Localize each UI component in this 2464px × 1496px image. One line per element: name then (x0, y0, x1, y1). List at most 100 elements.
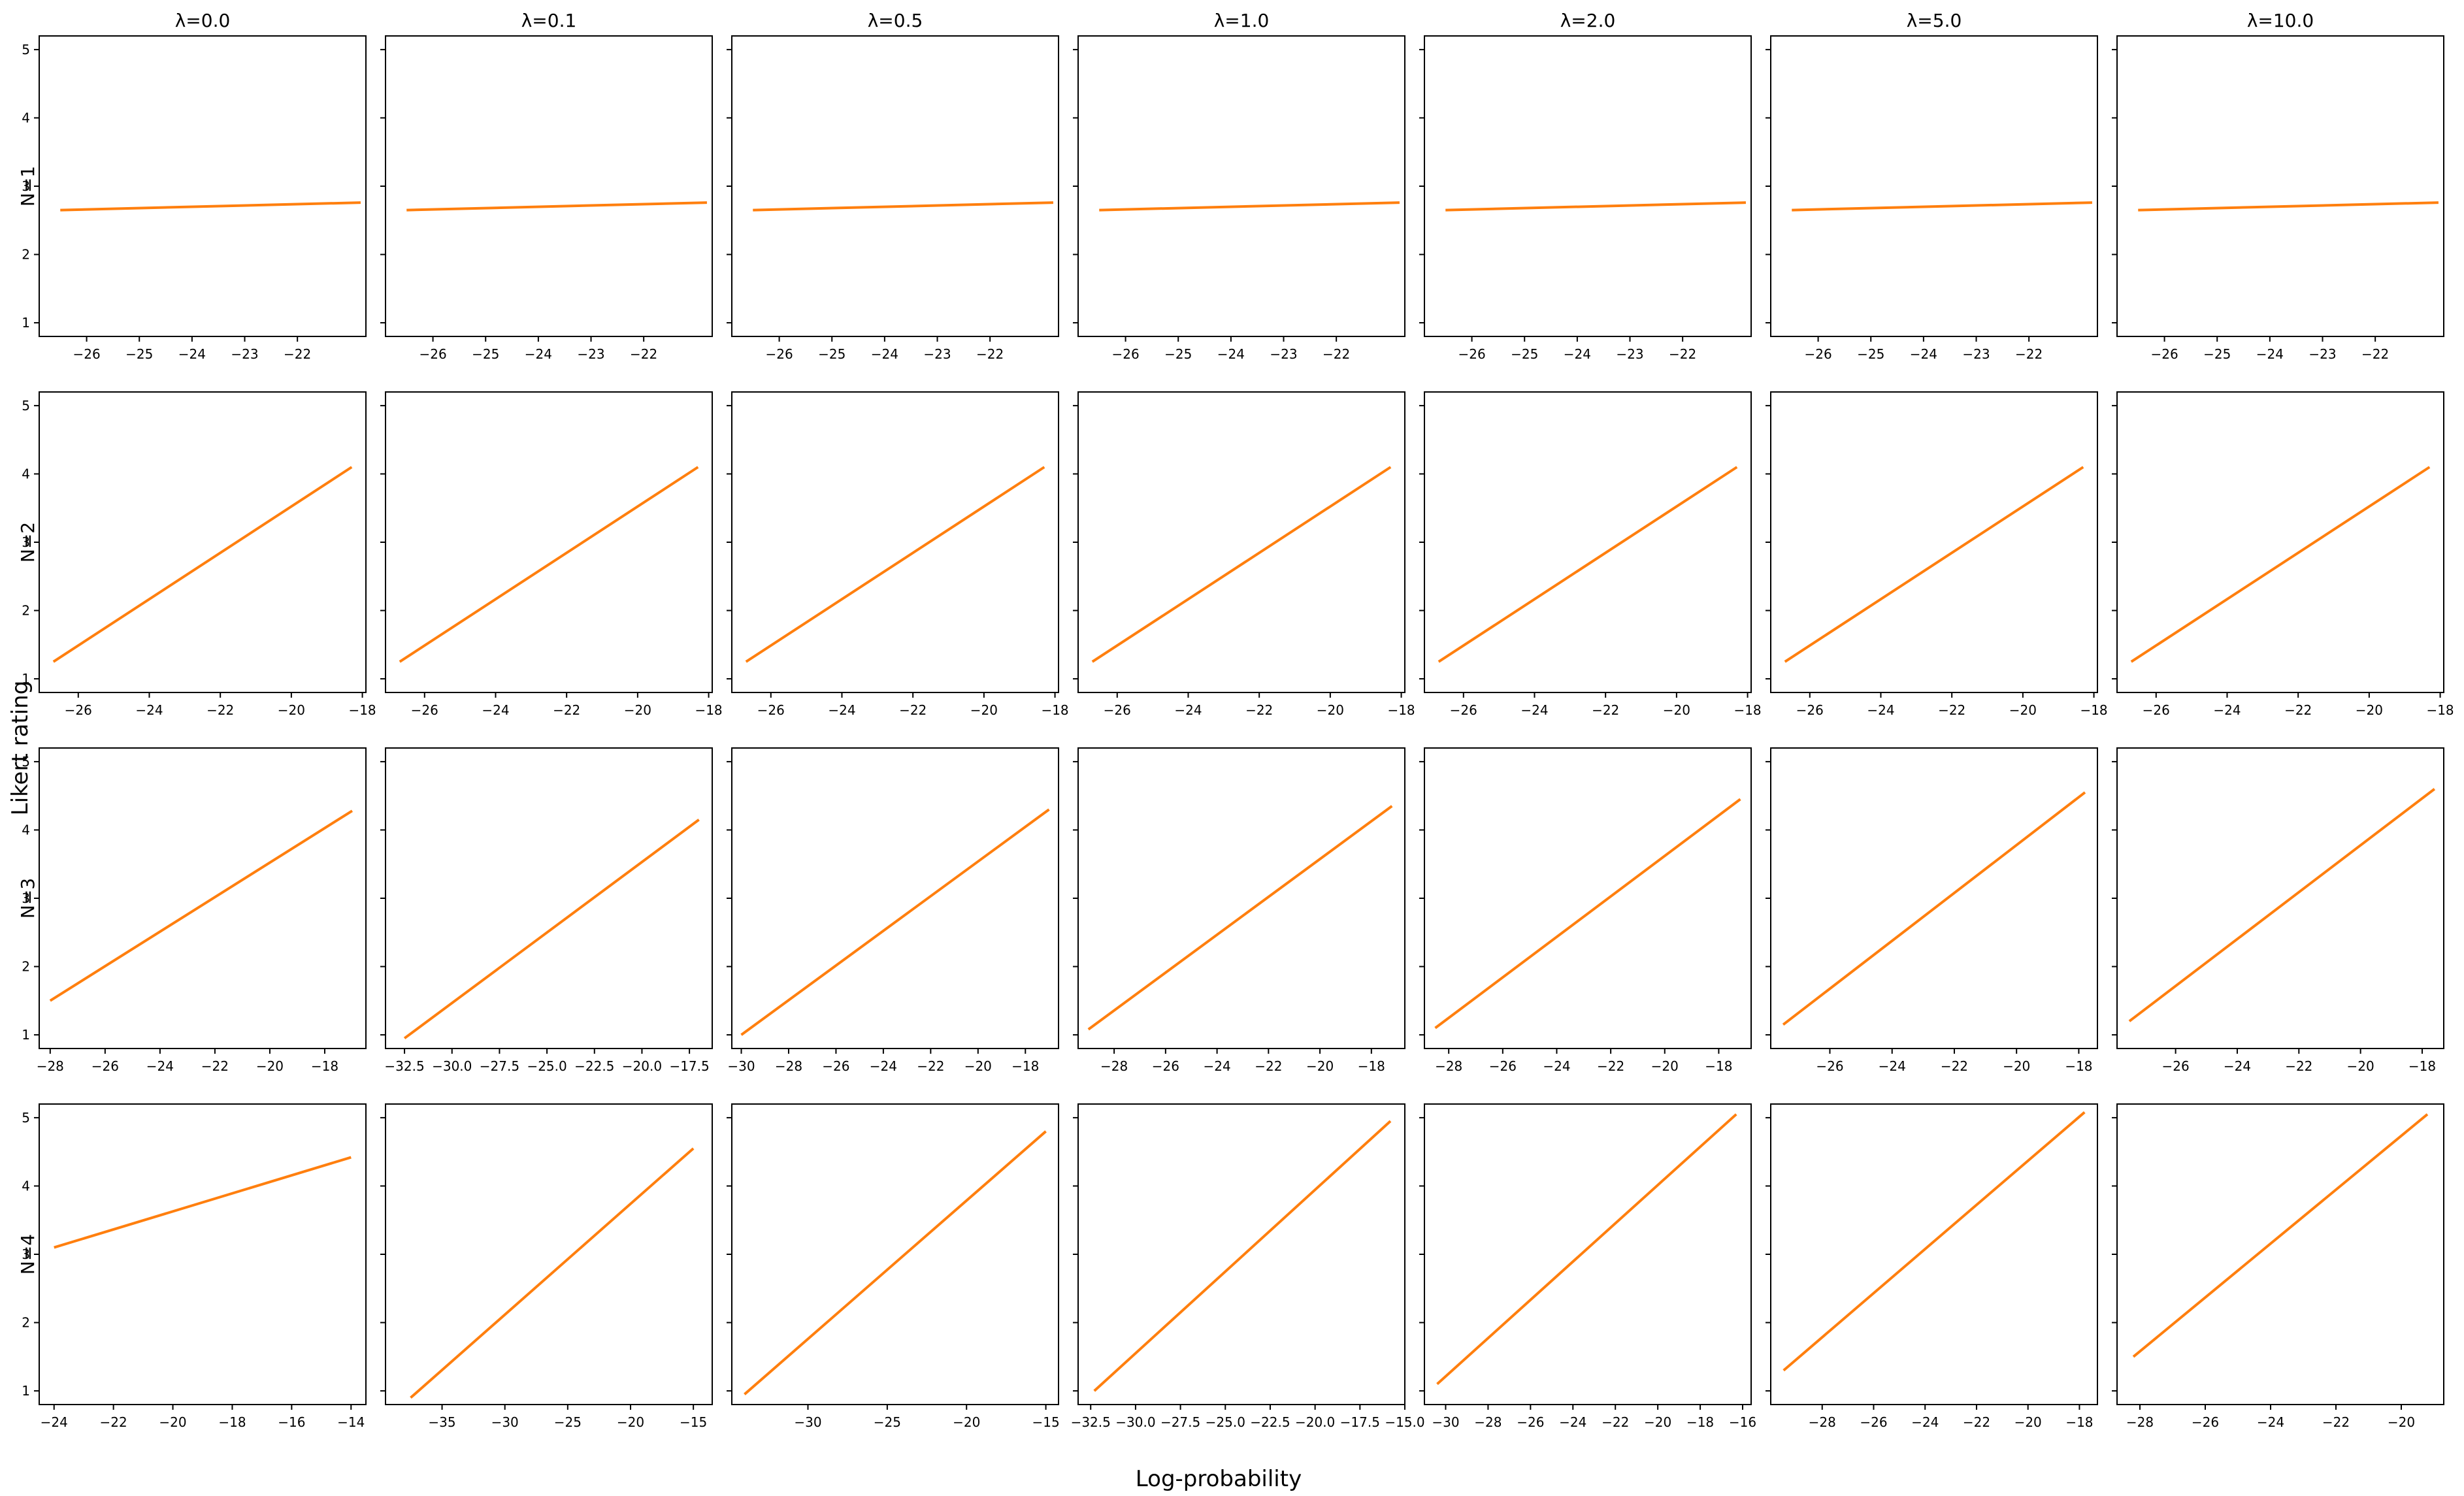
row-label: N=3 (17, 878, 39, 919)
x-tick-label: −24 (1543, 1058, 1570, 1074)
x-tick-label: −26 (765, 346, 793, 362)
x-tick-label: −22 (1938, 702, 1965, 718)
fit-line (1093, 1120, 1392, 1392)
x-tick-label: −22 (553, 702, 580, 718)
y-tick-label: 5 (22, 42, 30, 57)
x-tick-label: −20 (1317, 702, 1344, 718)
x-tick-label: −22 (976, 346, 1004, 362)
x-tick-label: −27.5 (480, 1058, 519, 1074)
x-tick-label: −20.0 (622, 1058, 662, 1074)
x-tick-label: −22 (630, 346, 657, 362)
x-tick-label: −18 (311, 1058, 338, 1074)
fit-line (753, 201, 1053, 212)
x-tick-label: −20 (964, 1058, 992, 1074)
fit-line (1437, 466, 1738, 663)
x-tick-label: −22 (206, 702, 234, 718)
panel-r1-c1: −26 −24 −22 −20 −18 (380, 391, 723, 718)
x-tick-label: −18 (1733, 702, 1761, 718)
x-tick-label: −22 (1963, 1414, 1990, 1430)
x-tick-label: −26 (2192, 1414, 2219, 1430)
x-tick-label: −28 (2126, 1414, 2154, 1430)
y-tick-label: 1 (22, 671, 30, 687)
panels-layer: 1 2 3 4 5 −26 −25 −24 −23 −22 λ=0.0 N=1 −26 −25 −24 −23… (17, 10, 2454, 1430)
x-tick-label: −24 (482, 702, 509, 718)
x-tick-label: −22 (1602, 1414, 1629, 1430)
panel-r3-c1: −35 −30 −25 −20 −15 (380, 1103, 713, 1430)
x-tick-label: −20.0 (1295, 1414, 1335, 1430)
fit-line (744, 1130, 1047, 1395)
x-tick-label: −26 (1804, 346, 1832, 362)
panel-r1-c4: −26 −24 −22 −20 −18 (1419, 391, 1762, 718)
x-tick-label: −22 (1255, 1058, 1282, 1074)
x-tick-label: −20 (256, 1058, 284, 1074)
row-label: N=2 (17, 522, 39, 562)
x-tick-label: −23 (1616, 346, 1643, 362)
x-tick-label: −18 (1011, 1058, 1039, 1074)
fit-line (745, 466, 1045, 663)
column-title: λ=1.0 (1214, 10, 1270, 31)
x-tick-label: −26 (65, 702, 92, 718)
y-tick-label: 4 (22, 110, 30, 125)
x-tick-label: −30 (491, 1414, 519, 1430)
fit-line (1782, 791, 2086, 1026)
x-tick-label: −24 (828, 702, 855, 718)
x-tick-label: −26 (1458, 346, 1485, 362)
x-tick-label: −30 (794, 1414, 821, 1430)
column-title: λ=0.0 (175, 10, 231, 31)
y-tick-label: 3 (22, 534, 30, 550)
fit-line (410, 1147, 695, 1399)
x-tick-label: −22 (1669, 346, 1696, 362)
x-tick-label: −30 (1432, 1414, 1459, 1430)
fit-line (1792, 201, 2092, 212)
x-tick-label: −24 (1867, 702, 1894, 718)
x-tick-label: −26 (91, 1058, 119, 1074)
x-tick-label: −26 (1517, 1414, 1544, 1430)
panel-r2-c1: −32.5 −30.0 −27.5 −25.0 −22.5 −20.0 −17.5 (380, 747, 713, 1074)
x-tick-label: −22 (1597, 1058, 1624, 1074)
x-tick-label: −24 (2224, 1058, 2251, 1074)
panel-r1-c6: −26 −24 −22 −20 −18 (2112, 391, 2454, 718)
x-tick-label: −26 (2143, 702, 2170, 718)
y-tick-label: 4 (22, 1178, 30, 1194)
x-tick-label: −25 (1164, 346, 1192, 362)
x-tick-label: −20 (278, 702, 305, 718)
x-tick-label: −18 (2426, 702, 2454, 718)
fit-line (1445, 201, 1746, 212)
x-tick-label: −26 (757, 702, 785, 718)
x-tick-label: −25.0 (527, 1058, 567, 1074)
x-tick-label: −26 (1104, 702, 1131, 718)
x-tick-label: −22 (2285, 1058, 2312, 1074)
x-tick-label: −28 (775, 1058, 802, 1074)
x-tick-label: −22.5 (574, 1058, 614, 1074)
x-tick-label: −24 (1559, 1414, 1586, 1430)
x-tick-label: −22.5 (1250, 1414, 1290, 1430)
x-tick-label: −20 (617, 1414, 644, 1430)
column-title: λ=5.0 (1907, 10, 1962, 31)
fit-line (1784, 466, 2084, 663)
x-tick-label: −18 (1387, 702, 1415, 718)
y-tick-label: 4 (22, 822, 30, 837)
x-tick-label: −20 (2388, 1414, 2415, 1430)
x-tick-label: −32.5 (1071, 1414, 1111, 1430)
panel-r0-c3: −26 −25 −24 −23 −22 λ=1.0 (1073, 10, 1405, 362)
x-tick-label: −23 (1962, 346, 1990, 362)
x-tick-label: −24 (1564, 346, 1591, 362)
x-tick-label: −24 (1879, 1058, 1906, 1074)
x-tick-label: −20 (2003, 1058, 2030, 1074)
x-tick-label: −20 (1651, 1058, 1679, 1074)
x-tick-label: −18 (1705, 1058, 1732, 1074)
x-tick-label: −18 (348, 702, 376, 718)
x-tick-label: −22 (2284, 702, 2312, 718)
x-tick-label: −15 (680, 1414, 707, 1430)
panel-r3-c4: −30 −28 −26 −24 −22 −20 −18 −16 (1419, 1103, 1756, 1430)
x-tick-label: −25.0 (1206, 1414, 1245, 1430)
x-tick-label: −25 (472, 346, 499, 362)
x-tick-label: −16 (278, 1414, 305, 1430)
fit-line (2130, 466, 2431, 663)
x-tick-label: −15 (1032, 1414, 1059, 1430)
panel-r3-c3: −32.5 −30.0 −27.5 −25.0 −22.5 −20.0 −17.5 −15.0 (1071, 1103, 1425, 1430)
y-tick-label: 3 (22, 178, 30, 194)
x-tick-label: −22 (1245, 702, 1273, 718)
fit-line (60, 201, 361, 212)
x-tick-label: −30.0 (1115, 1414, 1155, 1430)
